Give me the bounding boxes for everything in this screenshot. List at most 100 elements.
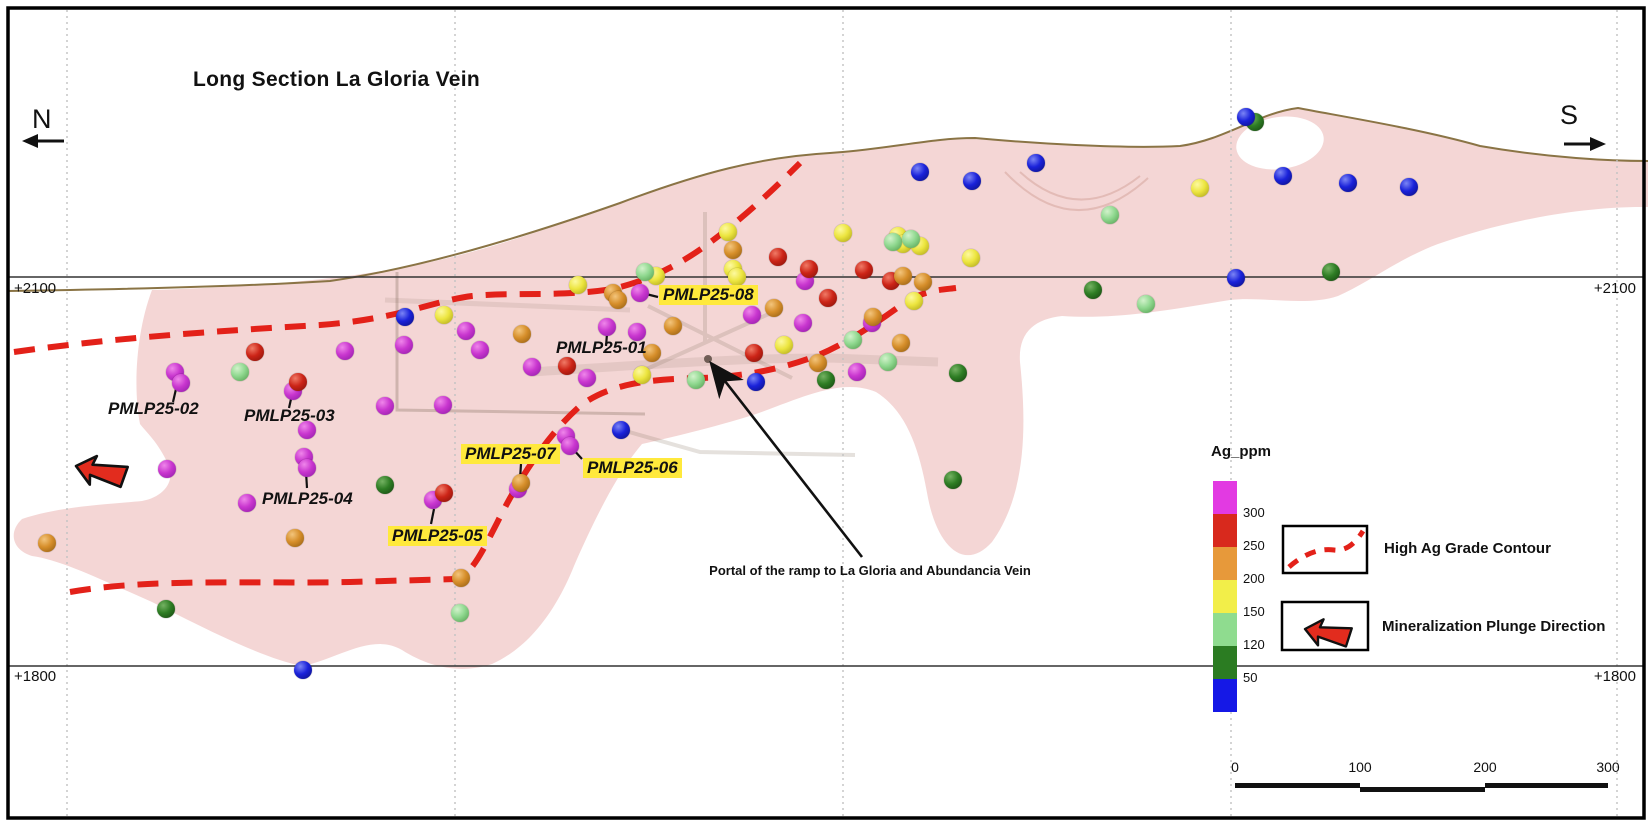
sample-point (1400, 178, 1418, 196)
sample-point (1322, 263, 1340, 281)
sample-point (944, 471, 962, 489)
sample-point (719, 223, 737, 241)
sample-point (819, 289, 837, 307)
sample-point (809, 354, 827, 372)
sample-point (1101, 206, 1119, 224)
sample-point (513, 325, 531, 343)
sample-point (800, 260, 818, 278)
sample-point (664, 317, 682, 335)
sample-point (376, 476, 394, 494)
drill-label-pmlp25-06: PMLP25-06 (583, 458, 682, 478)
sample-point (172, 374, 190, 392)
sample-point (471, 341, 489, 359)
colorbar-segment-yellow (1213, 580, 1237, 613)
sample-point (558, 357, 576, 375)
drill-label-pmlp25-02: PMLP25-02 (108, 399, 199, 418)
sample-point (879, 353, 897, 371)
colorbar-tick: 200 (1243, 571, 1265, 586)
drill-label-pmlp25-05: PMLP25-05 (388, 526, 487, 546)
sample-point (376, 397, 394, 415)
sample-point (902, 230, 920, 248)
colorbar-tick: 300 (1243, 505, 1265, 520)
sample-point (609, 291, 627, 309)
colorbar-tick: 250 (1243, 538, 1265, 553)
sample-point (962, 249, 980, 267)
sample-point (294, 661, 312, 679)
sample-point (636, 263, 654, 281)
drill-label-pmlp25-03: PMLP25-03 (244, 406, 335, 425)
sample-point (289, 373, 307, 391)
drill-label-pmlp25-04: PMLP25-04 (262, 489, 353, 508)
scale-bar-label: 0 (1231, 759, 1239, 775)
sample-point (1191, 179, 1209, 197)
sample-point (724, 241, 742, 259)
sample-point (728, 268, 746, 286)
sample-point (884, 233, 902, 251)
sample-point (1027, 154, 1045, 172)
sample-point (238, 494, 256, 512)
scale-bar-label: 100 (1348, 759, 1372, 775)
sample-point (336, 342, 354, 360)
sample-point (631, 284, 649, 302)
sample-point (643, 344, 661, 362)
sample-point (396, 308, 414, 326)
sample-point (745, 344, 763, 362)
sample-point (1339, 174, 1357, 192)
sample-point (633, 366, 651, 384)
sample-point (1137, 295, 1155, 313)
sample-point (286, 529, 304, 547)
sample-point (848, 363, 866, 381)
colorbar-segment-red (1213, 514, 1237, 547)
legend-item-plunge-label: Mineralization Plunge Direction (1382, 618, 1606, 635)
sample-point (457, 322, 475, 340)
colorbar-segment-blue (1213, 679, 1237, 712)
sample-point (911, 163, 929, 181)
sample-point (914, 273, 932, 291)
sample-point (158, 460, 176, 478)
elevation-label-2100-left: +2100 (14, 280, 57, 297)
sample-point (569, 276, 587, 294)
sample-point (395, 336, 413, 354)
sample-point (435, 306, 453, 324)
sample-point (231, 363, 249, 381)
north-label: N (32, 104, 52, 134)
sample-point (451, 604, 469, 622)
drill-label-pmlp25-07: PMLP25-07 (461, 444, 560, 464)
sample-point (1274, 167, 1292, 185)
colorbar-tick: 50 (1243, 670, 1258, 685)
sample-point (864, 308, 882, 326)
portal-annotation: Portal of the ramp to La Gloria and Abun… (709, 563, 1031, 578)
sample-point (892, 334, 910, 352)
drill-label-pmlp25-08: PMLP25-08 (659, 285, 758, 305)
sample-point (523, 358, 541, 376)
sample-point (512, 474, 530, 492)
sample-point (1237, 108, 1255, 126)
sample-point (769, 248, 787, 266)
sample-point (817, 371, 835, 389)
sample-point (246, 343, 264, 361)
sample-point (834, 224, 852, 242)
legend-item-contour-label: High Ag Grade Contour (1384, 540, 1551, 557)
drill-label-pmlp25-01: PMLP25-01 (556, 338, 647, 357)
colorbar-segment-light-green (1213, 613, 1237, 646)
sample-point (561, 437, 579, 455)
sample-point (743, 306, 761, 324)
elevation-label-1800-right: +1800 (1593, 668, 1636, 685)
sample-point (963, 172, 981, 190)
colorbar-segment-magenta (1213, 481, 1237, 514)
scale-bar-label: 200 (1473, 759, 1497, 775)
legend-title: Ag_ppm (1211, 443, 1271, 460)
colorbar-tick: 150 (1243, 604, 1265, 619)
sample-point (949, 364, 967, 382)
sample-point (298, 459, 316, 477)
ag-ppm-colorbar (1213, 481, 1237, 712)
sample-point (578, 369, 596, 387)
sample-point (298, 421, 316, 439)
sample-point (855, 261, 873, 279)
south-label: S (1560, 100, 1579, 130)
sample-point (435, 484, 453, 502)
sample-point (844, 331, 862, 349)
sample-point (157, 600, 175, 618)
